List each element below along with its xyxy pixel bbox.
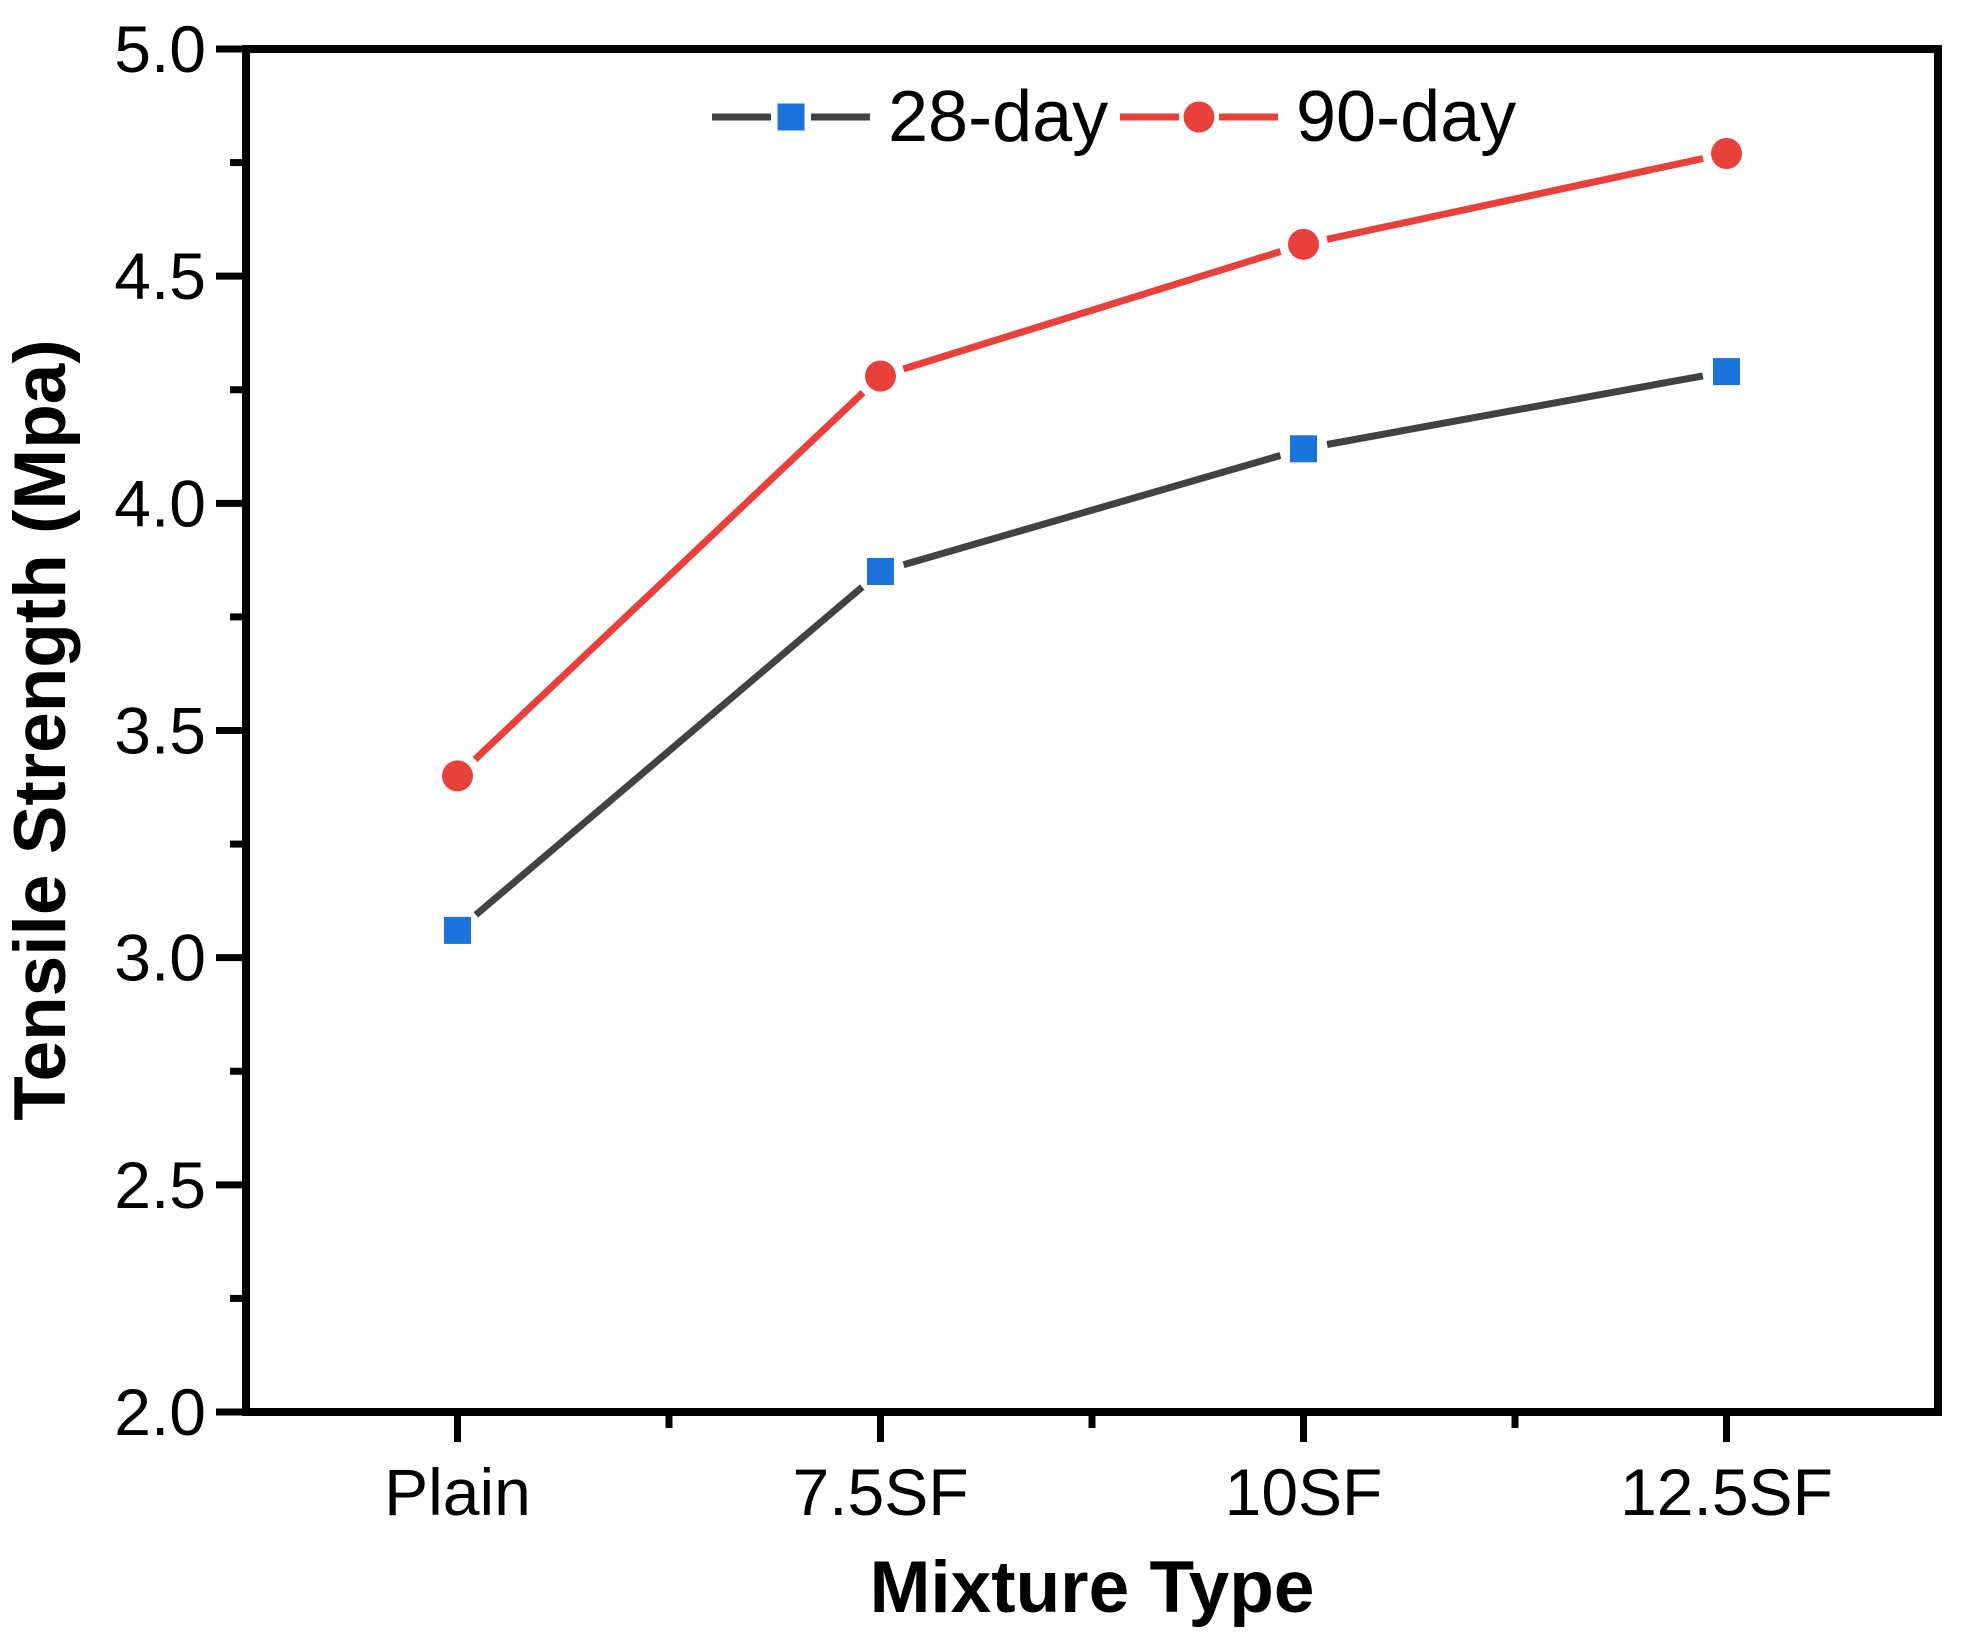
circle-marker: [1711, 137, 1742, 169]
y-tick-label: 3.5: [114, 694, 206, 768]
square-marker: [1713, 358, 1740, 386]
circle-marker: [442, 760, 473, 792]
y-tick-label: 2.5: [114, 1148, 206, 1222]
legend-item-28-day: 28-day: [712, 77, 1108, 157]
legend-label: 90-day: [1296, 77, 1516, 157]
y-axis-title: Tensile Strength (Mpa): [0, 339, 81, 1120]
x-tick-label: 7.5SF: [792, 1455, 968, 1529]
series-line-segment: [902, 452, 1282, 569]
series-line-segment: [1326, 155, 1704, 243]
axis-ticks: 2.0 2.5 3.0 3.5 4.0 4.5 5.0 Plain 7.5SF 10SF 12.5S…: [114, 12, 1833, 1529]
x-axis-title: Mixture Type: [870, 1547, 1315, 1628]
data-series: [442, 137, 1742, 944]
x-tick-label: 12.5SF: [1620, 1455, 1833, 1529]
legend-label: 28-day: [888, 77, 1108, 157]
square-marker: [867, 557, 894, 585]
series-line-segment: [472, 390, 866, 762]
series-line-segment: [902, 248, 1282, 373]
y-tick-label: 2.0: [114, 1375, 206, 1449]
circle-marker: [865, 360, 896, 392]
legend-marker-square: [777, 103, 805, 131]
legend: 28-day 90-day: [712, 77, 1516, 157]
series-line-segment: [473, 584, 865, 918]
y-tick-label: 4.5: [114, 239, 206, 313]
series-line-segment: [1326, 372, 1704, 448]
plot-frame: [242, 45, 1942, 1416]
square-marker: [1290, 435, 1317, 463]
x-tick-label: Plain: [384, 1455, 531, 1529]
y-tick-label: 5.0: [114, 12, 206, 86]
y-tick-label: 3.0: [114, 921, 206, 995]
circle-marker: [1288, 228, 1319, 260]
legend-item-90-day: 90-day: [1120, 77, 1516, 157]
y-tick-label: 4.0: [114, 466, 206, 540]
series-28-day: [444, 358, 1740, 944]
x-tick-label: 10SF: [1225, 1455, 1383, 1529]
series-90-day: [442, 137, 1742, 792]
axis-frame: [242, 45, 1942, 1416]
square-marker: [444, 916, 471, 944]
legend-marker-circle: [1183, 101, 1215, 133]
